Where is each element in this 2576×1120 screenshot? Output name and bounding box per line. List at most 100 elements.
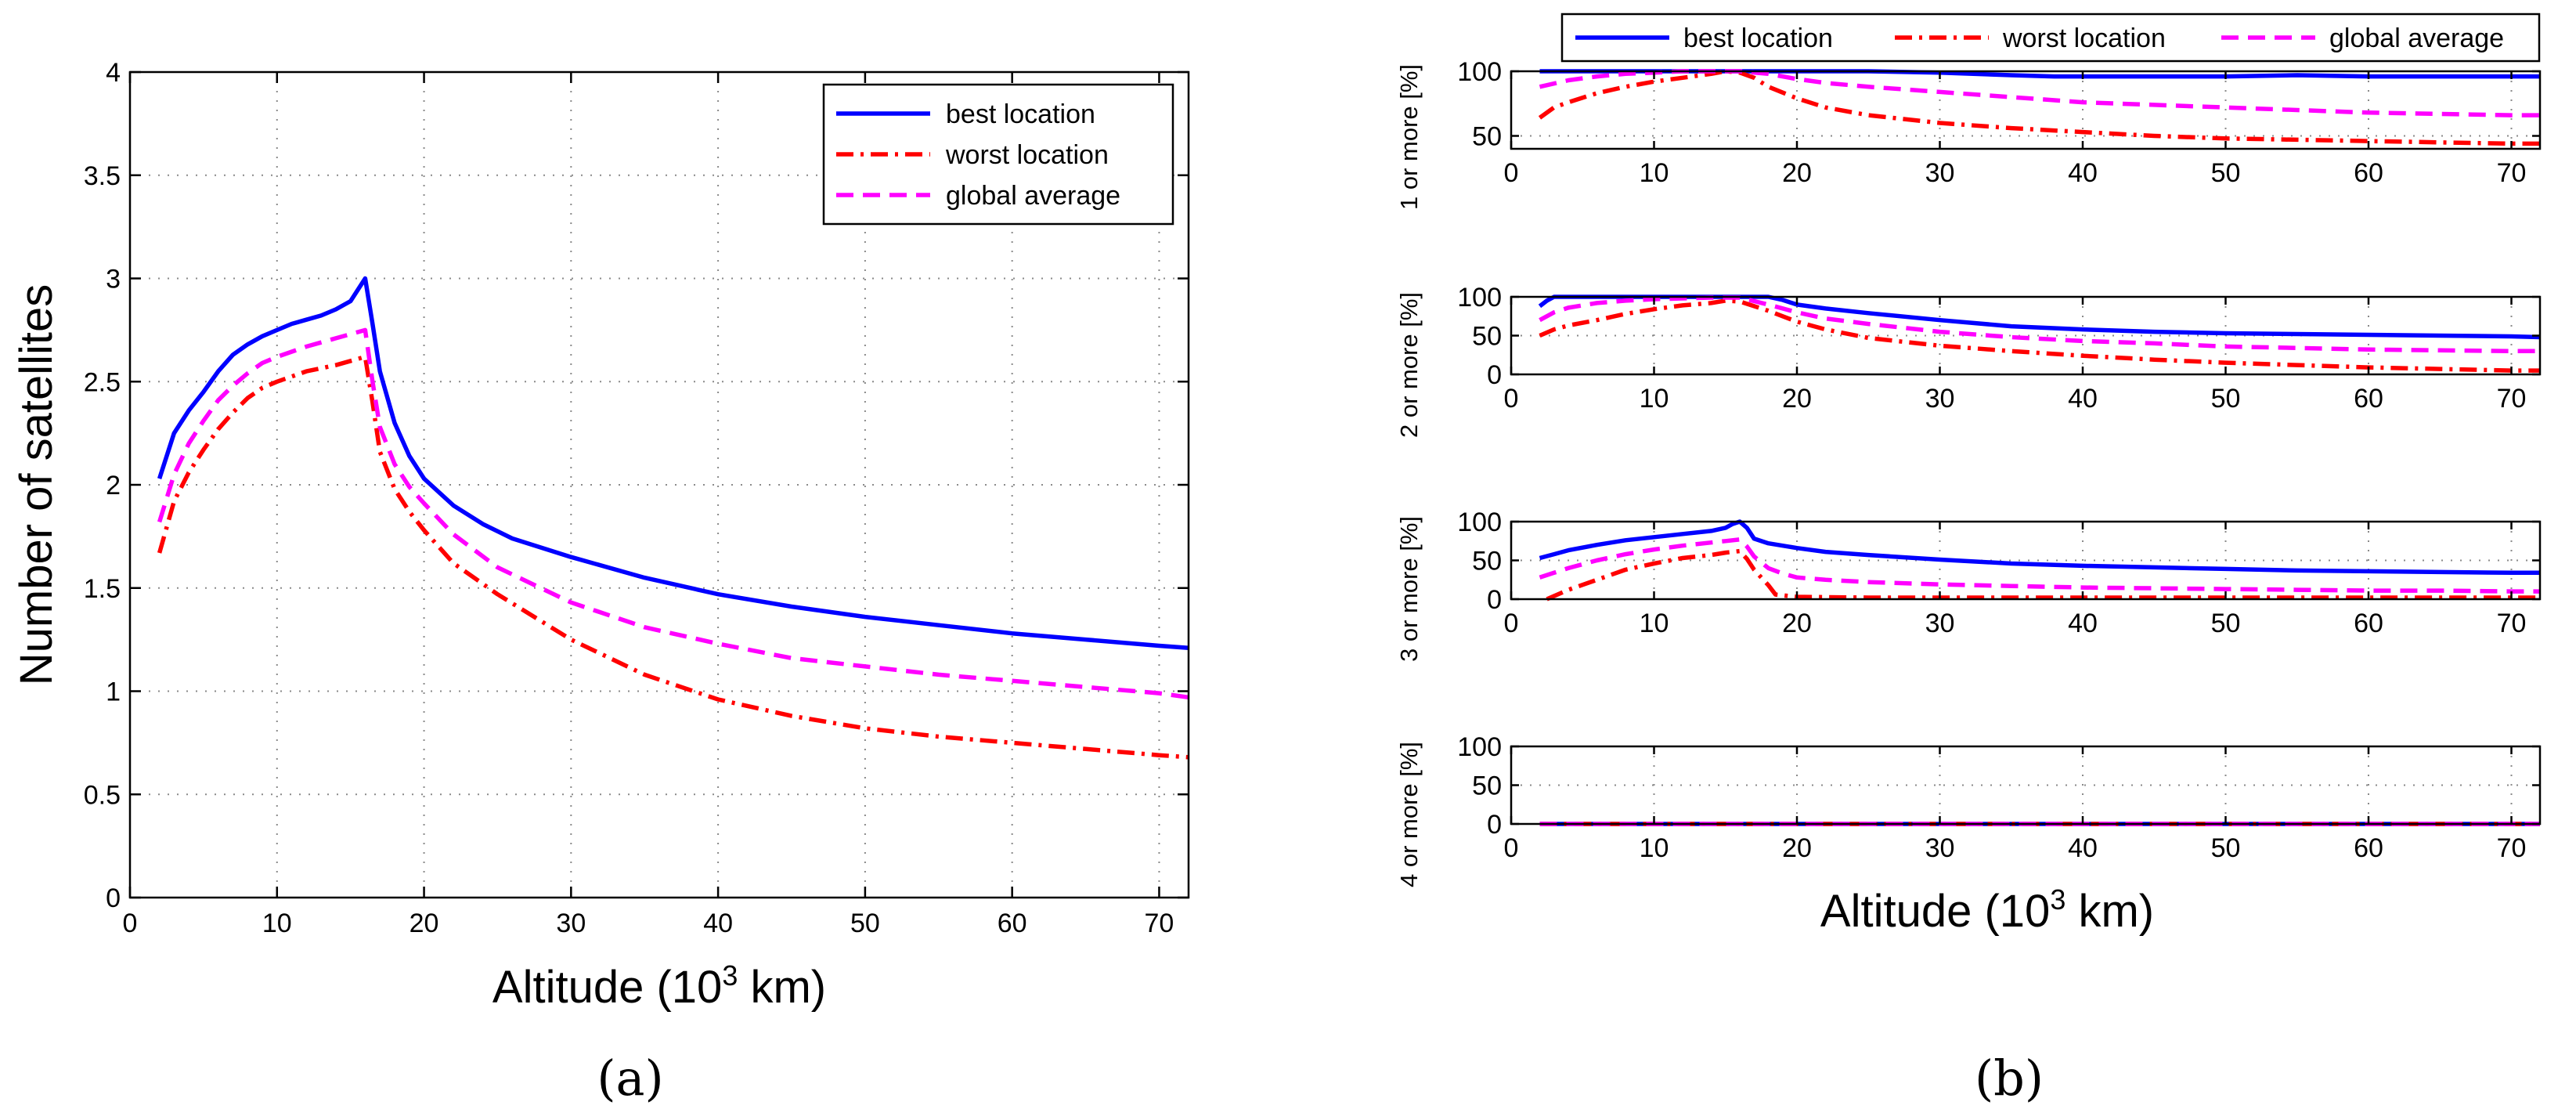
chart-a-legend: best location worst location global averag… <box>822 83 1174 226</box>
tick-label-y: 100 <box>1457 283 1502 313</box>
subplot-b4: 4 or more [%] 0 10 20 30 40 50 60 70 0 50 100 <box>1395 732 2542 887</box>
chart-b-legend-box <box>1560 13 2541 63</box>
series-line-avg <box>1539 295 2540 354</box>
chart-a: 0 10 20 30 40 50 60 70 0 0.5 1 1.5 2 2.5 3 3.5 4 best lo… <box>11 58 1190 1107</box>
chart-a-ylabel: Number of satellites <box>11 284 62 686</box>
tick-label-x: 0 <box>123 909 138 938</box>
tick-label-y: 3.5 <box>84 161 121 191</box>
tick-label-y: 100 <box>1457 57 1502 87</box>
series-line-avg <box>1539 69 2540 117</box>
tick-label-x: 70 <box>1145 909 1174 938</box>
chart-b-xlabel: Altitude (103 km) <box>1820 883 2154 937</box>
subplot-grid <box>1511 522 2540 599</box>
tick-label-x: 20 <box>1782 833 1812 863</box>
subplot-ylabel: 4 or more [%] <box>1395 742 1423 887</box>
tick-label-x: 70 <box>2497 609 2527 638</box>
legend-label-worst: worst location <box>945 140 1109 170</box>
subplot-b2: 2 or more [%] 0 10 20 30 40 50 60 70 0 50 100 <box>1395 283 2542 438</box>
tick-label-y: 1.5 <box>84 574 121 604</box>
series-line-worst <box>1538 69 2540 146</box>
tick-label-x: 0 <box>1504 384 1519 414</box>
tick-label-x: 10 <box>1640 609 1669 638</box>
tick-label-y: 0 <box>1487 810 1502 840</box>
subplot-frame-group: 1 or more [%] <box>1395 64 2542 210</box>
tick-label-y: 0.5 <box>84 780 121 810</box>
tick-label-y: 2 <box>106 471 121 500</box>
panel-b-label: (b) <box>1975 1050 2044 1107</box>
tick-label-x: 0 <box>1504 158 1519 188</box>
subplot-frame <box>1510 70 2542 150</box>
chart-a-xlabel: Altitude (103 km) <box>492 959 826 1013</box>
subplot-frame-group: 4 or more [%] <box>1395 742 2542 887</box>
tick-label-x: 50 <box>2211 609 2241 638</box>
tick-label-x: 60 <box>998 909 1027 938</box>
subplot-grid <box>1511 746 2540 824</box>
tick-label-y: 0 <box>106 883 121 913</box>
subplot-series <box>1539 519 2540 602</box>
tick-label-y: 50 <box>1472 771 1502 801</box>
legend-label-best: best location <box>946 99 1095 129</box>
tick-label-y: 0 <box>1487 360 1502 390</box>
tick-label-x: 70 <box>2497 158 2527 188</box>
tick-label-x: 30 <box>1925 158 1955 188</box>
subplot-series <box>1538 294 2541 373</box>
subplot-ticks: 0 10 20 30 40 50 60 70 0 50 100 <box>1457 732 2540 863</box>
subplot-b3: 3 or more [%] 0 10 20 30 40 50 60 70 0 50 100 <box>1395 508 2542 662</box>
subplot-ylabel: 3 or more [%] <box>1395 516 1423 662</box>
series-line-avg <box>1539 537 2540 594</box>
tick-label-x: 40 <box>2068 158 2098 188</box>
legend-label-avg: global average <box>946 181 1120 211</box>
subplot-frame-group: 2 or more [%] <box>1395 292 2542 438</box>
tick-label-y: 100 <box>1457 732 1502 762</box>
series-line-avg <box>157 327 1189 700</box>
tick-label-x: 10 <box>262 909 292 938</box>
series-line-best <box>1539 519 2540 576</box>
tick-label-y: 3 <box>106 265 121 294</box>
series-line-worst <box>1546 548 2540 602</box>
tick-label-y: 0 <box>1487 585 1502 615</box>
tick-label-x: 30 <box>1925 833 1955 863</box>
tick-label-x: 60 <box>2354 384 2383 414</box>
tick-label-x: 20 <box>1782 384 1812 414</box>
tick-label-x: 10 <box>1640 158 1669 188</box>
subplot-ticks: 0 10 20 30 40 50 60 70 50 100 <box>1457 57 2540 188</box>
series-line-worst <box>157 354 1189 760</box>
tick-label-y: 50 <box>1472 322 1502 352</box>
subplot-ticks: 0 10 20 30 40 50 60 70 0 50 100 <box>1457 283 2540 414</box>
tick-label-x: 30 <box>556 909 586 938</box>
tick-label-x: 0 <box>1504 833 1519 863</box>
chart-a-ticks: 0 10 20 30 40 50 60 70 0 0.5 1 1.5 2 2.5 3 3.5 4 <box>84 58 1189 938</box>
subplot-ylabel: 1 or more [%] <box>1395 64 1423 210</box>
tick-label-x: 60 <box>2354 158 2383 188</box>
chart-a-series <box>157 276 1189 760</box>
subplot-series <box>1538 69 2540 146</box>
tick-label-x: 40 <box>2068 384 2098 414</box>
tick-label-x: 40 <box>703 909 733 938</box>
subplot-ticks: 0 10 20 30 40 50 60 70 0 50 100 <box>1457 508 2540 638</box>
panel-a-label: (a) <box>597 1050 663 1107</box>
tick-label-x: 50 <box>2211 384 2241 414</box>
tick-label-x: 50 <box>2211 158 2241 188</box>
tick-label-y: 100 <box>1457 508 1502 537</box>
tick-label-y: 50 <box>1472 122 1502 152</box>
tick-label-y: 1 <box>106 677 121 707</box>
tick-label-x: 70 <box>2497 384 2527 414</box>
tick-label-x: 50 <box>850 909 880 938</box>
series-line-worst <box>1539 298 2540 373</box>
series-line-best <box>157 276 1189 650</box>
subplot-grid <box>1511 71 2540 149</box>
legend-label-best: best location <box>1683 23 1833 53</box>
tick-label-x: 30 <box>1925 609 1955 638</box>
tick-label-x: 60 <box>2354 833 2383 863</box>
tick-label-y: 50 <box>1472 547 1502 576</box>
tick-label-x: 50 <box>2211 833 2241 863</box>
tick-label-x: 10 <box>1640 384 1669 414</box>
tick-label-x: 20 <box>409 909 439 938</box>
legend-label-worst: worst location <box>2002 23 2166 53</box>
tick-label-y: 4 <box>106 58 121 88</box>
tick-label-x: 60 <box>2354 609 2383 638</box>
subplot-ylabel: 2 or more [%] <box>1395 292 1423 438</box>
